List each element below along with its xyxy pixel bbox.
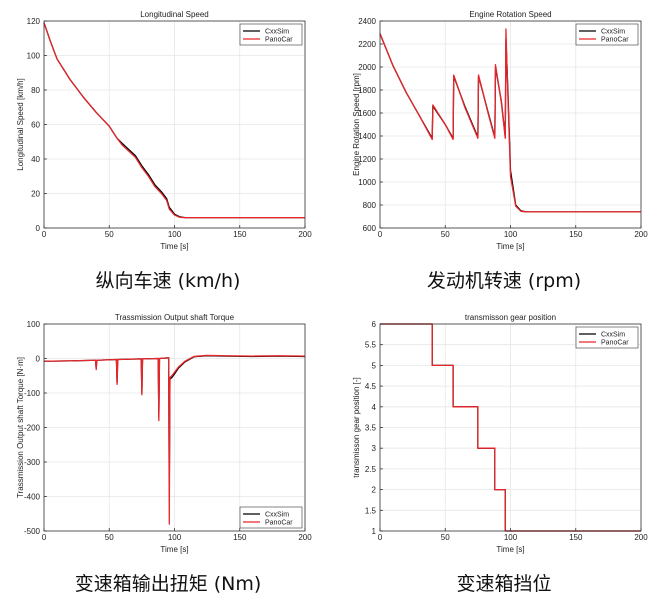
chart1-y-tick-label: 800 — [363, 201, 377, 210]
chart0-legend-label-panocar: PanoCar — [265, 37, 293, 44]
chart3-y-tick-label: 5.5 — [365, 341, 377, 350]
chart1-y-tick-label: 1000 — [358, 178, 376, 187]
chart3-y-tick-label: 1.5 — [365, 506, 377, 515]
chart-gear-position: 0 50 100 150 200 1 1.5 2 2.5 3 3.5 4 4.5 5 5.5 6 transmi… — [352, 313, 648, 554]
chart2-y-tick-label: -300 — [24, 458, 41, 467]
chart1-y-tick-label: 600 — [363, 224, 377, 233]
chart2-y-tick-label: -400 — [24, 493, 41, 502]
caption-gear-position: 变速箱挡位 — [456, 573, 552, 595]
chart3-series-panocar-line — [380, 323, 641, 532]
chart3-x-tick-label: 150 — [569, 533, 583, 542]
chart1-y-tick-label: 1400 — [358, 132, 376, 141]
chart3-y-axis-label: transmisson gear position [-] — [352, 377, 361, 478]
chart-panel-gear-position: 0 50 100 150 200 1 1.5 2 2.5 3 3.5 4 4.5 5 5.5 6 transmi… — [336, 303, 672, 606]
chart2-legend-label-cxxsim: CxxSim — [265, 512, 289, 519]
chart0-legend-box — [239, 23, 303, 46]
chart0-y-tick-label: 0 — [36, 224, 41, 233]
caption-engine-rotation-speed: 发动机转速 (rpm) — [426, 270, 582, 292]
chart1-x-tick-label: 100 — [504, 230, 518, 239]
chart0-y-axis-label: Longitudinal Speed [km/h] — [16, 78, 25, 171]
chart-panel-output-shaft-torque: 0 50 100 150 200 -500 -400 -300 -200 -100 0 100 Tras… — [0, 303, 336, 606]
chart1-y-tick-label: 1800 — [358, 86, 376, 95]
chart1-y-tick-label: 2200 — [358, 40, 376, 49]
chart0-x-tick-label: 200 — [298, 230, 312, 239]
chart0-x-tick-label: 100 — [168, 230, 182, 239]
chart2-y-axis-label: Trassmission Output shaft Torque [N·m] — [16, 357, 25, 498]
caption-longitudinal-speed: 纵向车速 (km/h) — [95, 270, 241, 292]
chart0-series-panocar-line — [43, 22, 305, 219]
chart3-y-tick-label: 4 — [372, 403, 377, 412]
chart3-y-tick-label: 3 — [372, 444, 377, 453]
chart3-title: transmisson gear position — [465, 313, 556, 322]
chart-longitudinal-speed: 0 50 100 150 200 0 20 40 60 80 100 120 Longitudinal … — [16, 10, 312, 251]
chart0-title: Longitudinal Speed — [140, 10, 209, 19]
chart-engine-rotation-speed: 0 50 100 150 200 600 800 1000 1200 1400 1600 1800 20… — [352, 10, 648, 251]
chart-panel-longitudinal-speed: 0 50 100 150 200 0 20 40 60 80 100 120 Longitudinal … — [0, 0, 336, 303]
chart0-x-tick-label: 150 — [233, 230, 247, 239]
chart-output-shaft-torque: 0 50 100 150 200 -500 -400 -300 -200 -100 0 100 Tras… — [16, 313, 312, 554]
chart1-series-panocar-line — [379, 28, 641, 213]
chart1-x-tick-label: 50 — [441, 230, 450, 239]
chart3-y-tick-label: 2.5 — [365, 465, 377, 474]
chart3-x-tick-label: 0 — [378, 533, 383, 542]
chart3-x-tick-label: 100 — [504, 533, 518, 542]
chart1-legend-label-panocar: PanoCar — [601, 37, 629, 44]
chart2-x-tick-label: 50 — [105, 533, 114, 542]
chart0-y-tick-label: 40 — [31, 155, 40, 164]
chart3-legend-box — [575, 326, 639, 349]
chart2-x-tick-label: 0 — [42, 533, 47, 542]
chart3-x-tick-label: 200 — [634, 533, 648, 542]
chart3-y-tick-label: 5 — [372, 361, 377, 370]
chart0-y-tick-label: 60 — [31, 121, 40, 130]
chart2-title: Trassmission Output shaft Torque — [115, 313, 235, 322]
chart0-y-tick-label: 80 — [31, 86, 40, 95]
chart0-x-tick-label: 0 — [42, 230, 47, 239]
chart1-x-tick-label: 0 — [378, 230, 383, 239]
chart2-legend-label-panocar: PanoCar — [265, 520, 293, 527]
chart2-y-tick-label: -500 — [24, 527, 41, 536]
chart2-x-tick-label: 200 — [298, 533, 312, 542]
chart3-x-tick-label: 50 — [441, 533, 450, 542]
chart1-y-tick-label: 1200 — [358, 155, 376, 164]
chart1-x-tick-label: 200 — [634, 230, 648, 239]
chart1-title: Engine Rotation Speed — [469, 10, 551, 19]
chart3-y-tick-label: 6 — [372, 320, 377, 329]
chart0-y-tick-label: 20 — [31, 190, 40, 199]
chart1-legend-box — [575, 23, 639, 46]
chart2-y-tick-label: 0 — [36, 355, 41, 364]
chart2-y-tick-label: -100 — [24, 389, 41, 398]
chart2-x-tick-label: 100 — [168, 533, 182, 542]
chart2-series-panocar-line — [43, 354, 306, 525]
chart1-y-tick-label: 2400 — [358, 17, 376, 26]
chart3-y-tick-label: 3.5 — [365, 424, 377, 433]
chart0-x-tick-label: 50 — [105, 230, 114, 239]
chart3-x-axis-label: Time [s] — [496, 545, 524, 554]
chart2-y-tick-label: -200 — [24, 424, 41, 433]
chart0-y-tick-label: 120 — [27, 17, 41, 26]
chart1-x-axis-label: Time [s] — [496, 242, 524, 251]
chart3-y-tick-label: 1 — [372, 527, 377, 536]
chart2-x-tick-label: 150 — [233, 533, 247, 542]
chart3-legend-label-cxxsim: CxxSim — [601, 332, 625, 339]
chart1-y-tick-label: 1600 — [358, 109, 376, 118]
chart1-legend-label-cxxsim: CxxSim — [601, 29, 625, 36]
chart2-legend-box — [239, 506, 303, 529]
chart2-x-axis-label: Time [s] — [160, 545, 188, 554]
chart1-y-axis-label: Engine Rotation Speed [rpm] — [352, 73, 361, 176]
chart1-x-tick-label: 150 — [569, 230, 583, 239]
caption-output-shaft-torque: 变速箱输出扭矩 (Nm) — [74, 573, 262, 595]
chart0-y-tick-label: 100 — [27, 52, 41, 61]
chart2-y-tick-label: 100 — [27, 320, 41, 329]
chart0-x-axis-label: Time [s] — [160, 242, 188, 251]
chart0-legend-label-cxxsim: CxxSim — [265, 29, 289, 36]
chart-panel-engine-rotation-speed: 0 50 100 150 200 600 800 1000 1200 1400 1600 1800 20… — [336, 0, 672, 303]
chart3-y-tick-label: 2 — [372, 486, 377, 495]
chart1-y-tick-label: 2000 — [358, 63, 376, 72]
chart3-y-tick-label: 4.5 — [365, 382, 377, 391]
chart3-legend-label-panocar: PanoCar — [601, 340, 629, 347]
